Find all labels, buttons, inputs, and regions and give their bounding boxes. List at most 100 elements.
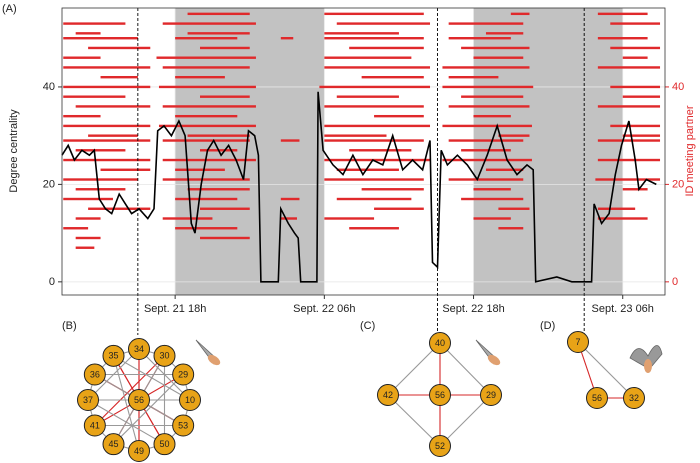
meeting-segment: [175, 114, 238, 118]
network-node: [153, 433, 176, 456]
meeting-segment: [597, 207, 636, 210]
network-node: [623, 387, 645, 409]
y2-tick-label: 20: [672, 178, 684, 190]
network-node: [128, 440, 150, 462]
meeting-segment: [63, 139, 151, 142]
meeting-segment: [324, 158, 431, 162]
network-edge: [439, 342, 492, 396]
meeting-segment: [88, 207, 151, 210]
network-node: [128, 389, 150, 411]
node-label: 37: [83, 395, 93, 405]
meeting-segment: [442, 66, 530, 69]
meeting-segment: [374, 114, 424, 118]
node-label: 53: [178, 420, 188, 430]
meeting-segment: [175, 75, 225, 79]
panel-label: (A): [2, 3, 17, 15]
meeting-segment: [349, 227, 399, 230]
network-node: [83, 414, 106, 437]
meeting-segment: [200, 46, 250, 50]
meeting-segment: [448, 178, 524, 181]
network-node: [83, 363, 106, 386]
bat-icon: [475, 339, 501, 366]
network-node: [567, 331, 589, 353]
meeting-segment: [448, 22, 524, 25]
meeting-segment: [63, 114, 101, 118]
degree-line: [61, 91, 657, 283]
meeting-segment: [622, 95, 661, 98]
y2-tick-label: 0: [672, 276, 678, 288]
meeting-segment: [324, 178, 424, 181]
network-edge: [387, 394, 441, 447]
node-label: 7: [575, 337, 580, 347]
meeting-segment: [156, 56, 256, 59]
meeting-segment: [336, 168, 399, 171]
meeting-segment: [75, 246, 95, 249]
meeting-segment: [63, 95, 126, 98]
meeting-segment: [597, 12, 648, 16]
meeting-segment: [162, 178, 250, 181]
node-label: 32: [629, 393, 639, 403]
meeting-segment: [75, 105, 151, 108]
meeting-segment: [63, 66, 151, 69]
meeting-segment: [442, 124, 532, 128]
meeting-segment: [63, 85, 151, 89]
meeting-segment: [610, 22, 661, 25]
node-label: 56: [592, 393, 602, 403]
meeting-segment: [498, 207, 530, 210]
node-label: 29: [178, 369, 188, 379]
meeting-segment: [187, 12, 250, 16]
meeting-segment: [448, 75, 499, 79]
meeting-segment: [622, 134, 661, 137]
meeting-segment: [75, 236, 101, 240]
network-node: [586, 387, 608, 409]
node-label: 41: [90, 420, 100, 430]
node-label: 29: [486, 390, 496, 400]
meeting-segment: [324, 37, 424, 40]
node-label: 34: [134, 344, 144, 354]
network-node: [429, 332, 451, 354]
meeting-segment: [100, 75, 138, 79]
meeting-segment: [200, 207, 250, 210]
meeting-segment: [63, 56, 101, 59]
meeting-segment: [158, 124, 256, 128]
y2-tick-label: 40: [672, 81, 684, 93]
meeting-segment: [63, 124, 151, 128]
network-edge: [387, 342, 441, 396]
meeting-segment: [461, 95, 524, 98]
meeting-segment: [162, 22, 256, 25]
meeting-segment: [280, 197, 300, 201]
meeting-segment: [324, 12, 424, 16]
meeting-segment: [361, 188, 424, 191]
meeting-segment: [75, 149, 126, 152]
meeting-segment: [448, 37, 511, 40]
x-tick-label: Sept. 23 06h: [592, 303, 654, 315]
node-label: 35: [108, 351, 118, 361]
network-edge: [87, 399, 165, 445]
meeting-segment: [324, 134, 387, 137]
meeting-segment: [187, 134, 250, 137]
panel-label: (D): [540, 320, 555, 332]
plot-area: 0 20 40 0 20 40 Sept. 21 18h Sept. 22 06h Sept. …: [43, 7, 684, 335]
meeting-segment: [75, 217, 101, 220]
meeting-segment: [361, 75, 424, 79]
node-label: 40: [435, 338, 445, 348]
meeting-segment: [324, 139, 424, 142]
meeting-segment: [75, 32, 101, 35]
meeting-segment: [442, 85, 534, 89]
meeting-segment: [175, 227, 238, 230]
meeting-segment: [461, 46, 530, 50]
node-label: 56: [134, 395, 144, 405]
meeting-segment: [442, 158, 532, 162]
network-node: [102, 344, 125, 367]
network-node: [179, 389, 201, 411]
meeting-segment: [88, 46, 151, 50]
meeting-segment: [162, 217, 213, 220]
network-edge: [94, 355, 165, 426]
meeting-segment: [162, 158, 256, 162]
y-tick-label: 0: [49, 276, 55, 288]
meeting-segment: [336, 95, 399, 98]
meeting-segment: [485, 168, 524, 171]
meeting-segment: [597, 105, 661, 108]
meeting-segment: [158, 85, 256, 89]
